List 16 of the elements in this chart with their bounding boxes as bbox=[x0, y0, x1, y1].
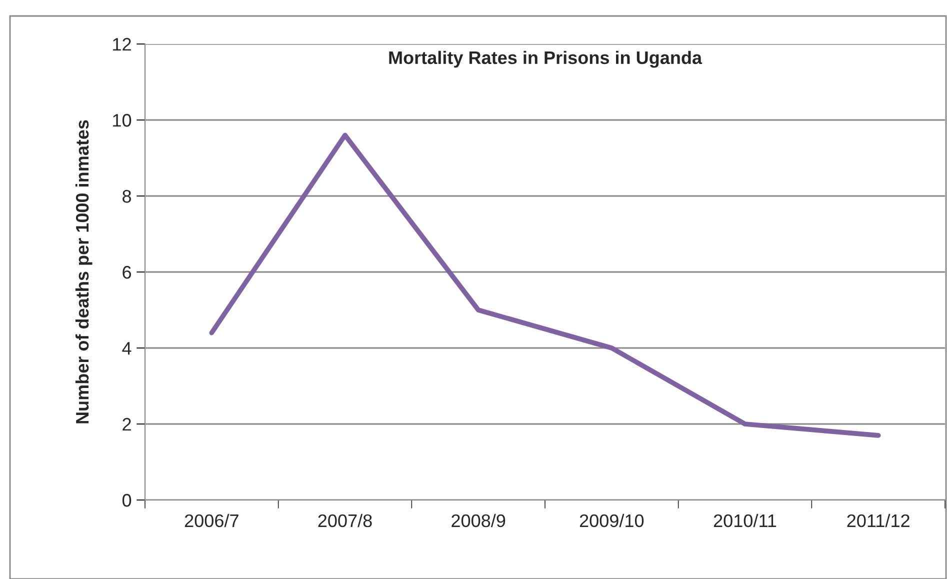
x-tick-label: 2006/7 bbox=[184, 514, 238, 528]
x-tick-label: 2008/9 bbox=[452, 514, 506, 528]
y-tick-label: 10 bbox=[113, 114, 132, 127]
y-tick-label: 6 bbox=[122, 266, 132, 279]
x-tick-label: 2010/11 bbox=[714, 514, 776, 528]
y-axis-title: Number of deaths per 1000 inmates bbox=[75, 120, 92, 424]
x-tick-label: 2011/12 bbox=[847, 514, 910, 528]
x-tick-label: 2007/8 bbox=[318, 514, 372, 528]
y-tick-label: 4 bbox=[122, 342, 132, 355]
chart-title: Mortality Rates in Prisons in Uganda bbox=[389, 50, 702, 68]
y-tick-label: 2 bbox=[122, 418, 131, 431]
y-tick-label: 0 bbox=[122, 494, 132, 507]
y-tick-label: 8 bbox=[122, 190, 132, 203]
line-series bbox=[209, 132, 881, 438]
x-tick-label: 2009/10 bbox=[580, 514, 644, 528]
y-tick-label: 12 bbox=[113, 38, 131, 51]
